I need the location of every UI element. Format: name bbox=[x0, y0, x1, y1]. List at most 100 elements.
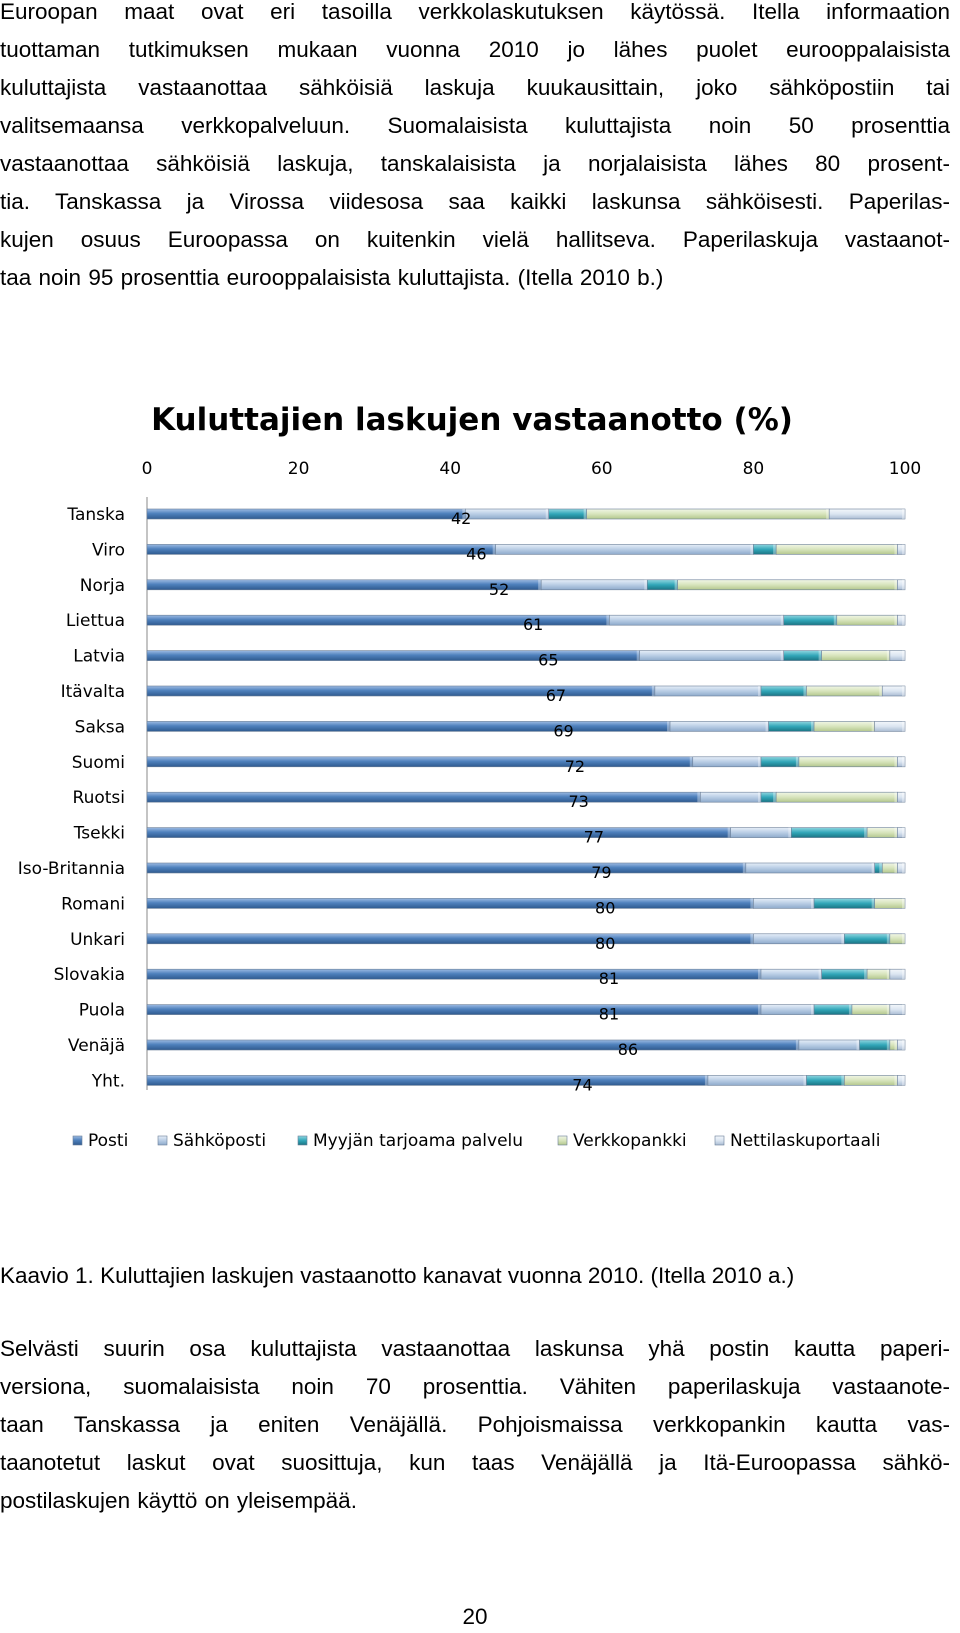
bar-segment-highlight bbox=[894, 792, 898, 803]
bar-segment bbox=[465, 508, 550, 520]
bar-segment bbox=[146, 544, 496, 555]
data-label: 73 bbox=[568, 792, 588, 811]
bar-segment-highlight bbox=[894, 579, 898, 590]
category-label: Itävalta bbox=[61, 682, 125, 702]
bar-segment bbox=[798, 756, 898, 768]
category-label: Unkari bbox=[70, 930, 125, 950]
legend-swatch bbox=[297, 1135, 308, 1146]
chart-title: Kuluttajien laskujen vastaanotto (%) bbox=[151, 402, 793, 438]
bar-segment-highlight bbox=[773, 792, 777, 803]
paragraph-line: taan Tanskassa ja eniten Venäjällä. Pohj… bbox=[0, 1412, 950, 1437]
bar-segment-highlight bbox=[902, 579, 905, 590]
bar-segment-highlight bbox=[902, 686, 905, 696]
bar-segment-highlight bbox=[750, 933, 754, 944]
page-number: 20 bbox=[462, 1604, 488, 1629]
bar-segment bbox=[889, 1004, 906, 1015]
bar-segment bbox=[897, 579, 906, 591]
category-label: Viro bbox=[92, 540, 125, 560]
bar-segment bbox=[609, 614, 785, 626]
bar-segment-highlight bbox=[894, 615, 898, 626]
bar-segment-highlight bbox=[886, 1040, 890, 1050]
paragraph-line: vastaanottaa sähköisiä laskuja, tanskala… bbox=[0, 151, 950, 176]
category-label: Tanska bbox=[66, 505, 125, 525]
bar-segment bbox=[897, 544, 906, 555]
bar-segment-highlight bbox=[750, 898, 754, 909]
category-label: Puola bbox=[79, 1001, 125, 1021]
data-label: 42 bbox=[451, 509, 471, 528]
bar-segment-highlight bbox=[538, 579, 542, 590]
bar-segment bbox=[146, 968, 762, 980]
x-tick-label: 40 bbox=[439, 459, 461, 479]
bar-segment-highlight bbox=[727, 827, 731, 838]
bar-segment bbox=[889, 968, 906, 980]
bar-segment-highlight bbox=[841, 1075, 845, 1086]
bar-segment-highlight bbox=[788, 827, 792, 838]
category-labels: Tanska Viro Norja Liettua Latvia Itävalta Saks… bbox=[18, 505, 125, 1091]
data-label: 86 bbox=[618, 1040, 638, 1059]
data-label: 72 bbox=[565, 757, 585, 776]
bar-segment-highlight bbox=[848, 1004, 852, 1015]
bar-segment bbox=[760, 685, 807, 697]
bar-segment bbox=[897, 1039, 906, 1051]
x-tick-label: 20 bbox=[288, 459, 310, 479]
category-label: Saksa bbox=[75, 717, 125, 737]
bar-segment bbox=[753, 898, 815, 909]
paragraph-line: postilaskujen käyttö on yleisempää. bbox=[0, 1488, 357, 1513]
bar-segment bbox=[783, 614, 838, 626]
bar-segment-highlight bbox=[879, 686, 883, 696]
bar-segment bbox=[146, 933, 754, 945]
bar-segment bbox=[806, 685, 883, 697]
bar-segment-highlight bbox=[462, 509, 466, 519]
bar-segment bbox=[866, 968, 891, 980]
bar-segment-highlight bbox=[803, 1075, 807, 1086]
bar-segment bbox=[146, 862, 747, 874]
bar-segment bbox=[677, 579, 898, 591]
legend-label: Posti bbox=[88, 1131, 128, 1151]
figure-caption: Kaavio 1. Kuluttajien laskujen vastaanot… bbox=[0, 1263, 795, 1288]
bar-segment bbox=[745, 862, 875, 874]
bar-segment bbox=[775, 791, 898, 803]
bar-segment-highlight bbox=[704, 1075, 708, 1086]
bar-segment-highlight bbox=[894, 863, 898, 873]
bar-segment bbox=[146, 650, 641, 661]
bar-segment bbox=[707, 1075, 807, 1086]
bar-segment-highlight bbox=[757, 1004, 761, 1015]
bar-segment bbox=[146, 1039, 800, 1051]
legend-swatch bbox=[557, 1135, 568, 1146]
bar-segment bbox=[760, 1004, 815, 1015]
bar-segment-highlight bbox=[545, 509, 549, 519]
bar-segment-highlight bbox=[879, 863, 883, 873]
bar-segment bbox=[146, 791, 701, 803]
bar-segment-highlight bbox=[811, 898, 815, 909]
bar-segment-highlight bbox=[902, 792, 905, 803]
bar-segment bbox=[828, 508, 906, 520]
bar-segment-highlight bbox=[894, 756, 898, 767]
bar-segment-highlight bbox=[886, 969, 890, 980]
bar-segment-highlight bbox=[902, 544, 905, 555]
data-label: 46 bbox=[466, 544, 486, 563]
data-label: 61 bbox=[523, 615, 543, 634]
bar-segment bbox=[753, 933, 845, 945]
reception-channels-chart: Kuluttajien laskujen vastaanotto (%) 0 20… bbox=[18, 402, 921, 1151]
bar-segment-highlight bbox=[886, 1004, 890, 1015]
bar-segment-highlight bbox=[902, 1040, 905, 1050]
bar-segment-highlight bbox=[902, 756, 905, 767]
bar-segment bbox=[821, 968, 868, 980]
bar-segment-highlight bbox=[902, 650, 905, 661]
bars-area bbox=[146, 508, 906, 1086]
bar-segment bbox=[654, 685, 762, 697]
bar-segment-highlight bbox=[826, 509, 830, 519]
bar-segment-highlight bbox=[795, 1040, 799, 1050]
bar-segment-highlight bbox=[780, 650, 784, 661]
bar-segment-highlight bbox=[864, 969, 868, 980]
bar-segment-highlight bbox=[811, 721, 815, 732]
data-label: 74 bbox=[572, 1075, 592, 1094]
bar-segment-highlight bbox=[902, 721, 905, 732]
bar-segment bbox=[897, 791, 906, 803]
bar-segment bbox=[540, 579, 648, 591]
paragraph-line: taa noin 95 prosenttia eurooppalaisista … bbox=[0, 265, 664, 290]
legend-swatch bbox=[714, 1135, 725, 1146]
bar-segment-highlight bbox=[902, 933, 905, 944]
bar-segment-highlight bbox=[902, 898, 905, 909]
bar-segment-highlight bbox=[902, 509, 905, 519]
